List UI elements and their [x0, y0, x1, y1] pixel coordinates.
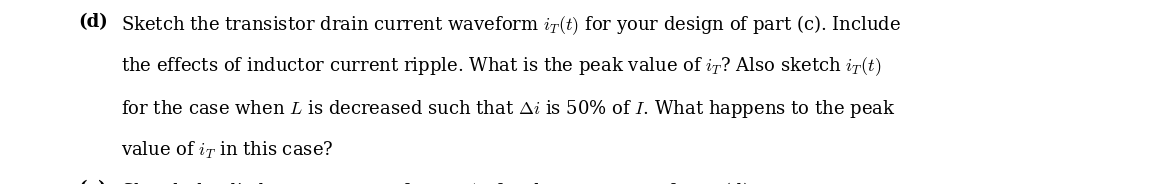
- Text: value of $i_T$ in this case?: value of $i_T$ in this case?: [121, 140, 333, 161]
- Text: Sketch the diode current waveform $i_D(t)$ for the two cases of part (d).: Sketch the diode current waveform $i_D(t…: [121, 180, 756, 184]
- Text: (e): (e): [78, 180, 107, 184]
- Text: the effects of inductor current ripple. What is the peak value of $i_T$? Also sk: the effects of inductor current ripple. …: [121, 55, 881, 78]
- Text: for the case when $L$ is decreased such that $\Delta i$ is 50% of $I$. What happ: for the case when $L$ is decreased such …: [121, 98, 895, 120]
- Text: Sketch the transistor drain current waveform $i_T(t)$ for your design of part (c: Sketch the transistor drain current wave…: [121, 13, 901, 37]
- Text: (d): (d): [78, 13, 108, 31]
